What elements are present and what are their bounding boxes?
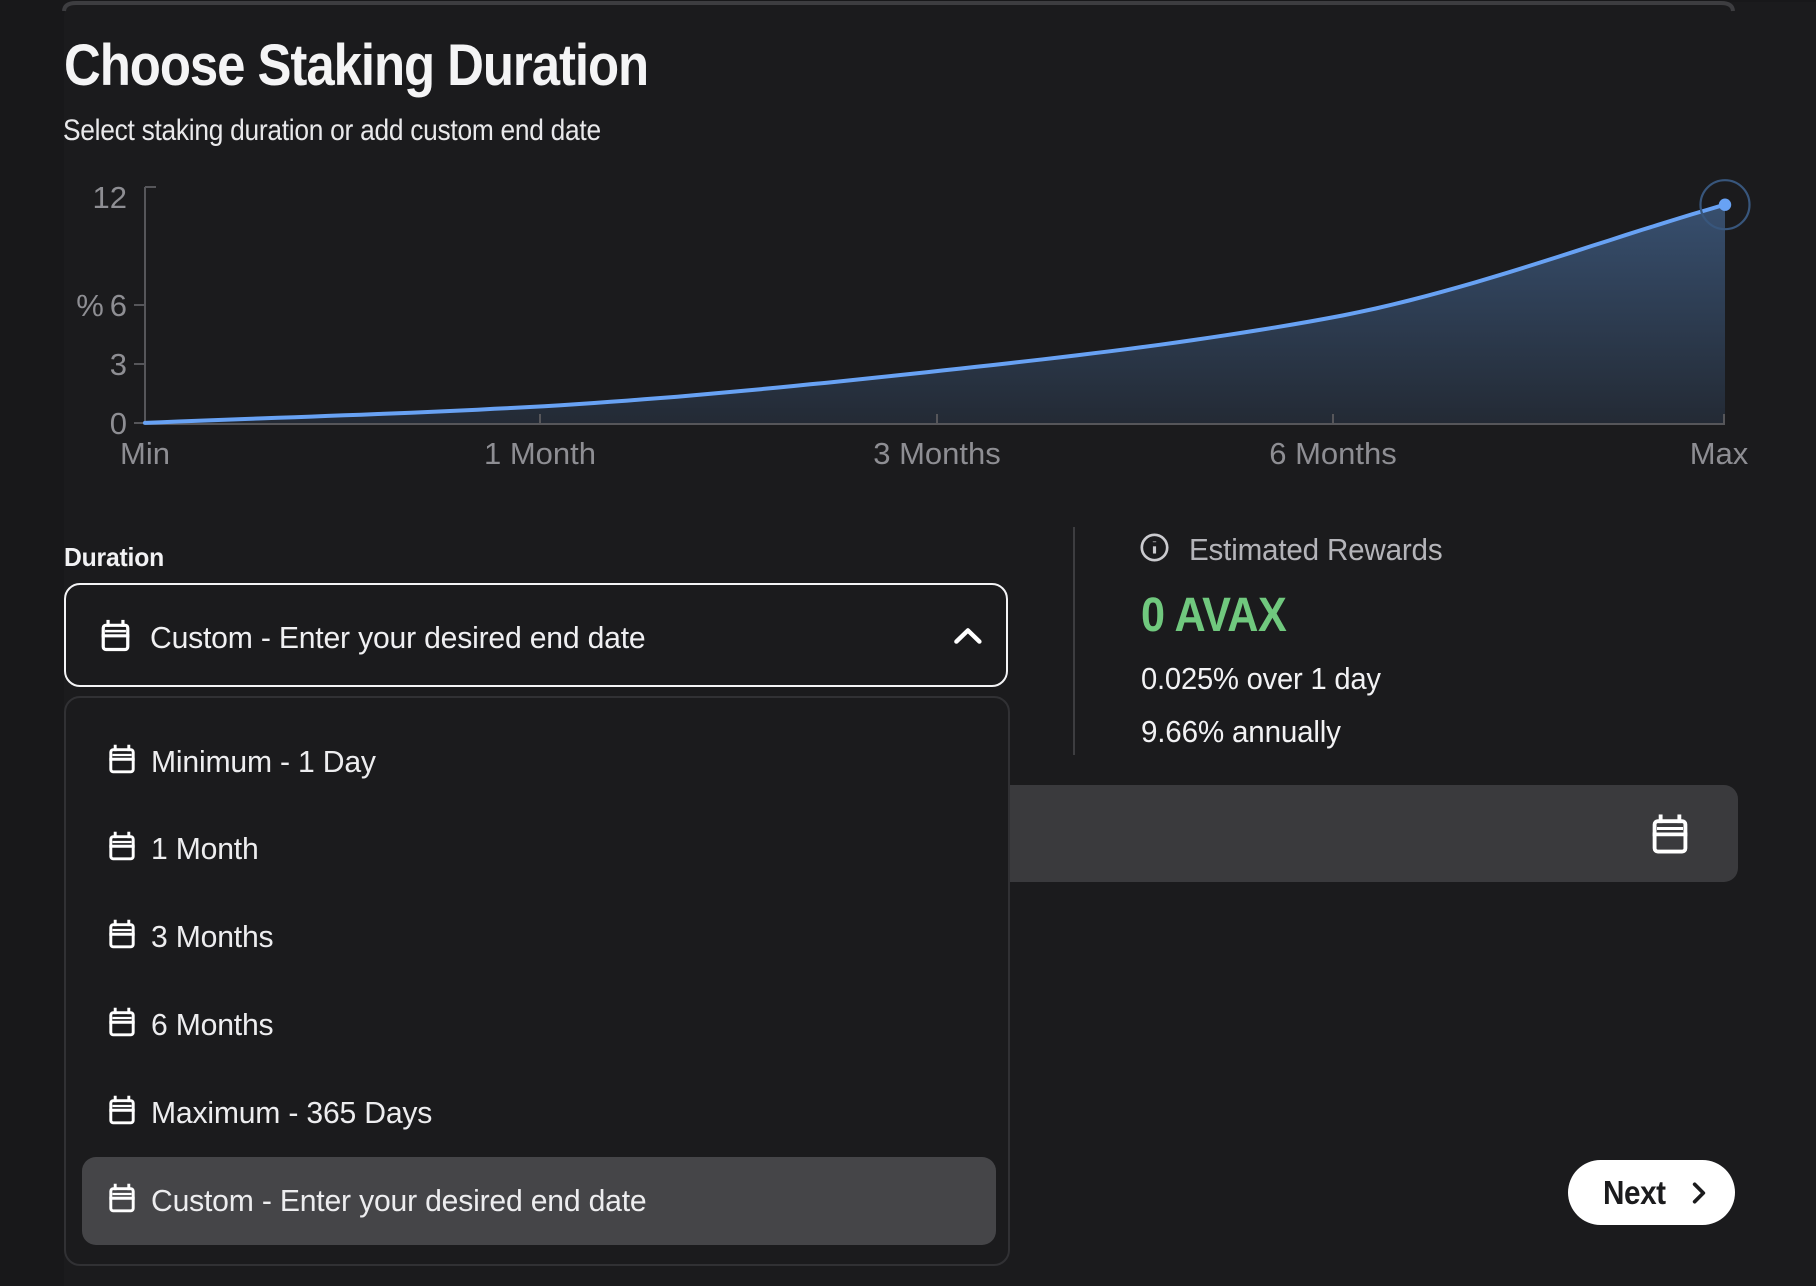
svg-text:Min: Min: [120, 436, 170, 471]
svg-text:6 Months: 6 Months: [1269, 436, 1397, 471]
svg-text:3: 3: [110, 347, 127, 382]
svg-text:0: 0: [110, 406, 127, 441]
svg-text:%: %: [76, 288, 104, 323]
svg-text:12: 12: [93, 180, 127, 215]
svg-text:6: 6: [110, 288, 127, 323]
svg-text:3 Months: 3 Months: [873, 436, 1001, 471]
svg-text:Max: Max: [1690, 436, 1749, 471]
svg-text:1 Month: 1 Month: [484, 436, 596, 471]
